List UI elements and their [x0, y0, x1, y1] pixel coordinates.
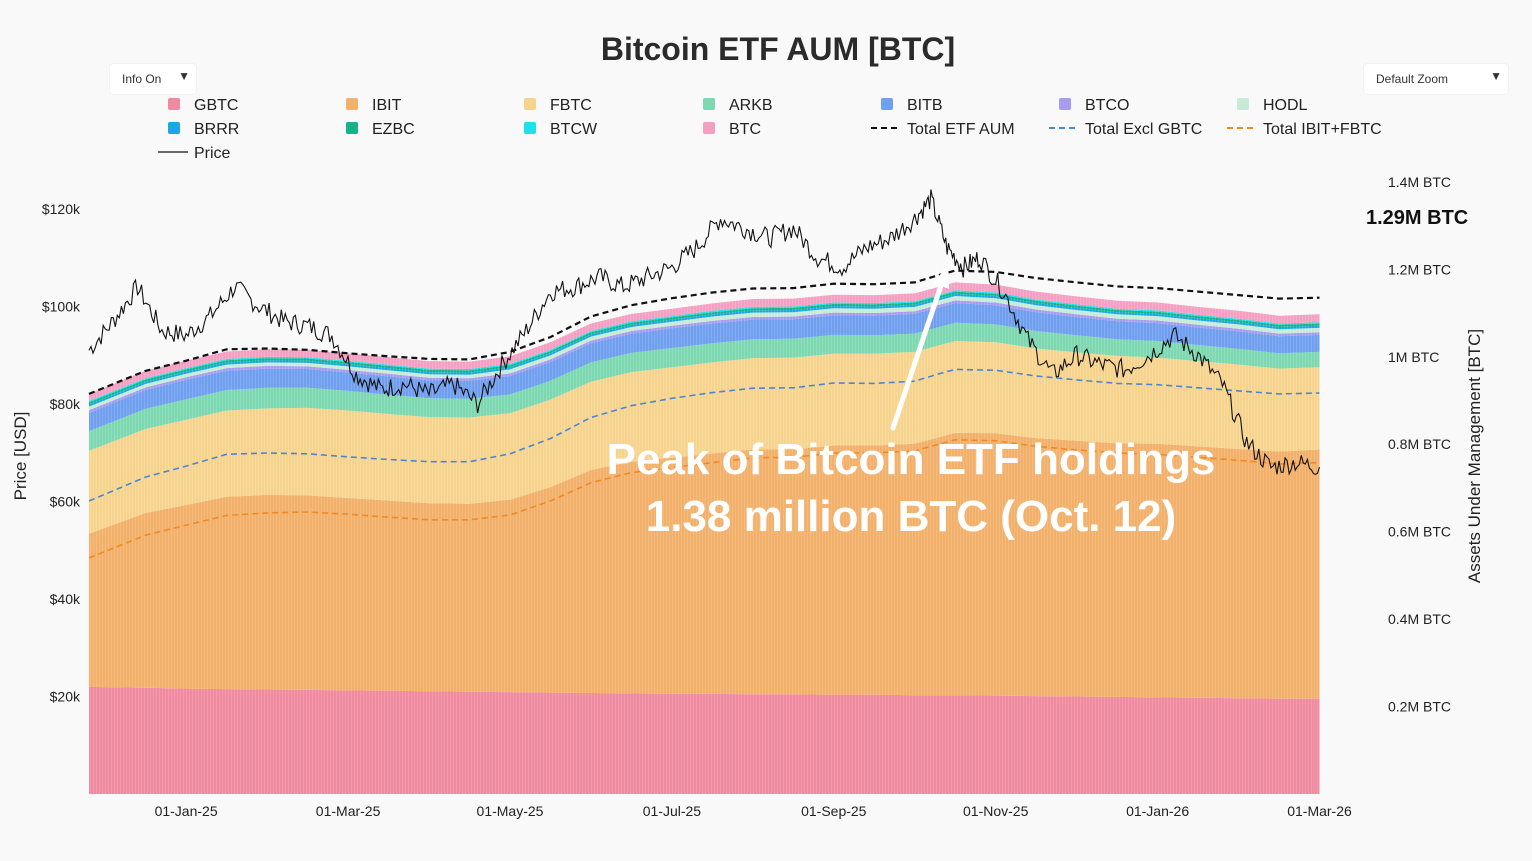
y-right-tick-label: 0.2M BTC: [1388, 699, 1451, 715]
legend-item-ezbc[interactable]: EZBC: [346, 121, 415, 138]
legend-swatch: [346, 122, 358, 134]
legend-label: HODL: [1263, 97, 1308, 114]
zoom-label: Default Zoom: [1376, 72, 1449, 86]
y-right-tick-label: 0.8M BTC: [1388, 436, 1451, 452]
legend-swatch: [168, 122, 180, 134]
y-left-tick-label: $120k: [42, 201, 81, 217]
legend-label: BITB: [907, 97, 943, 114]
legend-label: IBIT: [372, 97, 402, 114]
info-toggle-dropdown[interactable]: Info On ▼: [110, 64, 196, 94]
x-tick-label: 01-Nov-25: [963, 803, 1029, 819]
x-tick-label: 01-May-25: [477, 803, 544, 819]
legend-swatch: [168, 98, 180, 110]
legend[interactable]: GBTC IBIT FBTC ARKB BITB BTCO HODL BRRR EZBC BTCW…: [158, 97, 1382, 162]
annotation-arrowhead: [932, 267, 950, 289]
y-right-label: Assets Under Management [BTC]: [1465, 329, 1484, 583]
info-toggle-label: Info On: [122, 72, 162, 86]
y-right-tick-label: 0.4M BTC: [1388, 611, 1451, 627]
x-tick-label: 01-Mar-25: [316, 803, 381, 819]
annotation: Peak of Bitcoin ETF holdings 1.38 millio…: [607, 267, 1216, 541]
annotation-line-1: Peak of Bitcoin ETF holdings: [607, 435, 1216, 484]
legend-item-hodl[interactable]: HODL: [1237, 97, 1308, 114]
y-left-tick-label: $60k: [50, 493, 81, 509]
legend-swatch: [703, 98, 715, 110]
annotation-arrow: [890, 277, 946, 431]
legend-label: BRRR: [194, 121, 239, 138]
legend-label: Price: [194, 145, 231, 162]
legend-swatch: [1237, 98, 1249, 110]
price-line-group: [88, 189, 1321, 476]
legend-item-btcw[interactable]: BTCW: [524, 121, 598, 138]
legend-label: BTC: [729, 121, 761, 138]
y-left-tick-label: $40k: [50, 591, 81, 607]
x-tick-label: 01-Jan-26: [1126, 803, 1189, 819]
x-tick-label: 01-Jan-25: [155, 803, 218, 819]
y-right-tick-label: 1.2M BTC: [1388, 261, 1451, 277]
chart-title: Bitcoin ETF AUM [BTC]: [601, 31, 955, 67]
legend-label: ARKB: [729, 97, 773, 114]
y-right-tick-label: 1M BTC: [1388, 349, 1439, 365]
legend-item-gbtc[interactable]: GBTC: [168, 97, 238, 114]
y-left-tick-label: $20k: [50, 689, 81, 705]
x-tick-label: 01-Sep-25: [801, 803, 867, 819]
legend-item-bitb[interactable]: BITB: [881, 97, 943, 114]
y-right-tick-label: 1.4M BTC: [1388, 174, 1451, 190]
line-total-etf-aum: [88, 269, 1320, 395]
line-total-ibit-fbtc: [88, 438, 1320, 559]
legend-item-total-ibit-fbtc[interactable]: Total IBIT+FBTC: [1227, 121, 1382, 138]
legend-label: EZBC: [372, 121, 415, 138]
x-tick-label: 01-Mar-26: [1287, 803, 1352, 819]
legend-swatch: [346, 98, 358, 110]
line-total-excl-gbtc: [88, 368, 1320, 502]
legend-item-btco[interactable]: BTCO: [1059, 97, 1129, 114]
legend-swatch: [1059, 98, 1071, 110]
legend-item-total-etf-aum[interactable]: Total ETF AUM: [871, 121, 1015, 138]
legend-swatch: [524, 98, 536, 110]
legend-label: GBTC: [194, 97, 238, 114]
legend-label: Total ETF AUM: [907, 121, 1015, 138]
price-line: [88, 189, 1321, 476]
y-left-tick-label: $100k: [42, 298, 81, 314]
annotation-line-2: 1.38 million BTC (Oct. 12): [646, 492, 1177, 541]
legend-item-btc[interactable]: BTC: [703, 121, 761, 138]
legend-item-price[interactable]: Price: [158, 145, 231, 162]
axes: $20k $40k $60k $80k $100k $120k 0.2M BTC 0.4M B…: [42, 174, 1451, 819]
legend-item-brrr[interactable]: BRRR: [168, 121, 239, 138]
last-value-label: 1.29M BTC: [1366, 207, 1468, 229]
bar-texture: [89, 100, 1360, 794]
y-right-tick-label: 0.6M BTC: [1388, 524, 1451, 540]
x-tick-label: 01-Jul-25: [643, 803, 702, 819]
legend-swatch: [703, 122, 715, 134]
legend-item-arkb[interactable]: ARKB: [703, 97, 773, 114]
y-left-tick-label: $80k: [50, 396, 81, 412]
chevron-down-icon: ▼: [1490, 69, 1502, 83]
legend-item-total-excl-gbtc[interactable]: Total Excl GBTC: [1049, 121, 1202, 138]
legend-label: BTCW: [550, 121, 598, 138]
legend-label: BTCO: [1085, 97, 1129, 114]
legend-label: FBTC: [550, 97, 592, 114]
total-lines: [88, 269, 1320, 559]
chevron-down-icon: ▼: [178, 69, 190, 83]
legend-item-ibit[interactable]: IBIT: [346, 97, 402, 114]
legend-item-fbtc[interactable]: FBTC: [524, 97, 592, 114]
legend-swatch: [881, 98, 893, 110]
zoom-dropdown[interactable]: Default Zoom ▼: [1364, 64, 1508, 94]
y-left-label: Price [USD]: [11, 412, 30, 501]
legend-label: Total IBIT+FBTC: [1263, 121, 1382, 138]
legend-swatch: [524, 122, 536, 134]
legend-label: Total Excl GBTC: [1085, 121, 1202, 138]
